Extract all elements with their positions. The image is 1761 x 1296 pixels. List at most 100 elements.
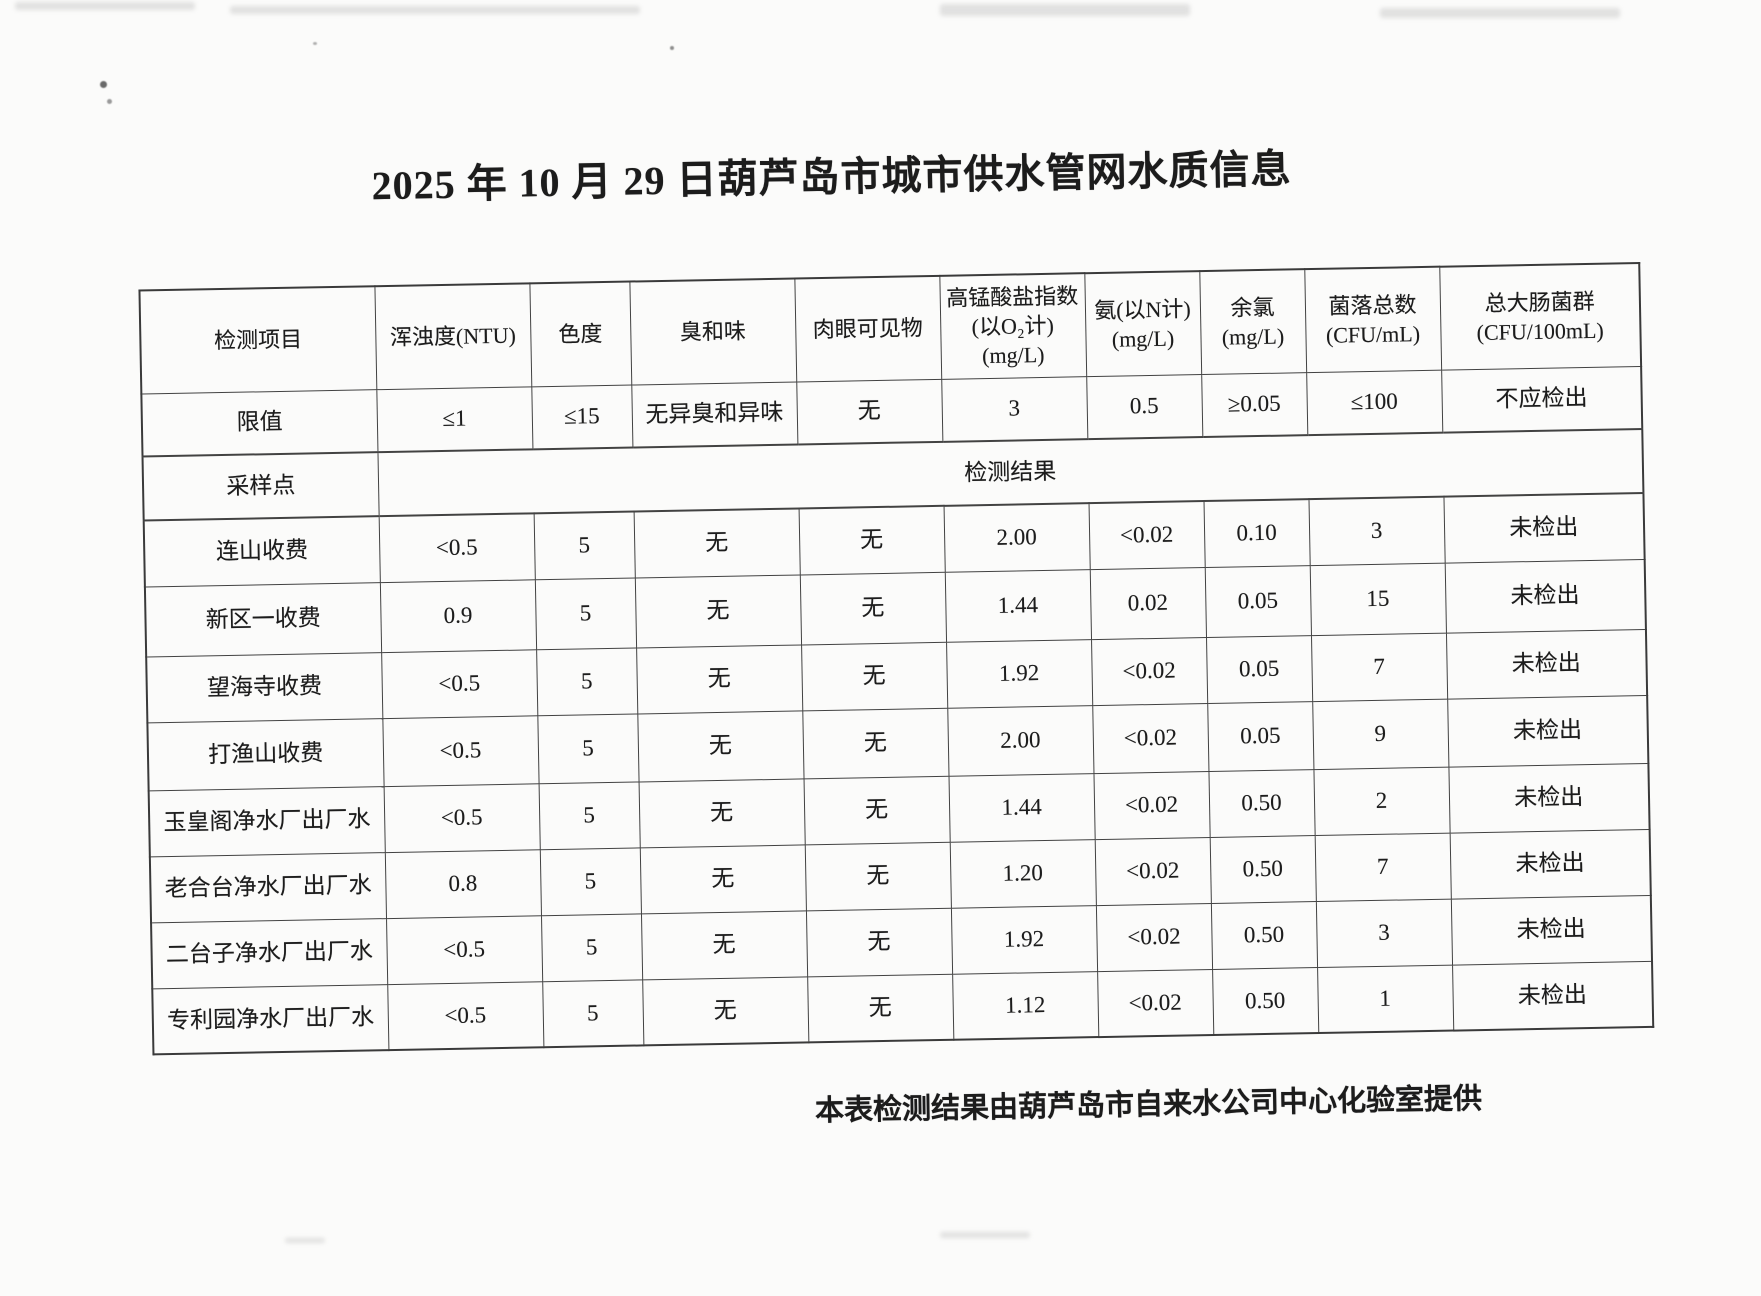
cell: 1.20 — [949, 839, 1096, 908]
scan-speck — [313, 42, 317, 45]
cell: 无 — [798, 505, 945, 575]
cell: <0.02 — [1091, 637, 1208, 706]
cell: 1.12 — [952, 971, 1099, 1040]
cell: 7 — [1314, 832, 1451, 902]
page-title: 2025 年 10 月 29 日葫芦岛市城市供水管网水质信息 — [371, 146, 1292, 209]
cell: <0.02 — [1092, 703, 1209, 774]
cell: 15 — [1309, 562, 1446, 636]
cell: <0.02 — [1095, 902, 1213, 972]
header-cell-item: 检测项目 — [139, 286, 377, 394]
cell: 无 — [802, 707, 949, 779]
cell: 0.05 — [1206, 635, 1313, 704]
cell: 5 — [534, 577, 637, 650]
header-cell-ammonia: 氨(以N计) (mg/L) — [1084, 271, 1202, 377]
water-quality-table: 检测项目 浑浊度(NTU) 色度 臭和味 肉眼可见物 高锰酸盐指数 (以O₂计)… — [138, 262, 1655, 1056]
cell: 5 — [533, 511, 635, 580]
cell: 0.05 — [1204, 565, 1311, 638]
cell: ≤1 — [376, 386, 533, 453]
header-cell-odor: 臭和味 — [629, 278, 797, 385]
cell: 0.8 — [384, 849, 541, 919]
cell: 0.5 — [1086, 374, 1203, 440]
cell: 无 — [636, 644, 803, 714]
cell: 1.44 — [944, 569, 1092, 642]
cell: ≥0.05 — [1201, 372, 1308, 438]
cell: 0.9 — [379, 579, 537, 653]
cell: 无 — [638, 778, 805, 848]
cell: 无 — [805, 907, 953, 977]
scan-smudge — [940, 1232, 1030, 1238]
scan-speck — [100, 81, 107, 88]
cell: 未检出 — [1448, 762, 1650, 833]
cell: 1.44 — [948, 773, 1095, 842]
cell: <0.02 — [1093, 771, 1210, 840]
scan-smudge — [15, 2, 195, 10]
cell: 无 — [633, 508, 800, 578]
scan-speck — [670, 46, 674, 50]
cell: <0.5 — [387, 981, 544, 1051]
cell: 未检出 — [1450, 894, 1653, 965]
cell: 无 — [803, 775, 950, 845]
cell: 无 — [639, 844, 806, 914]
scan-smudge — [1380, 8, 1620, 18]
footer-note: 本表检测结果由葫芦岛市自来水公司中心化验室提供 — [814, 1083, 1483, 1128]
cell: 0.50 — [1208, 769, 1315, 838]
cell: 5 — [539, 847, 641, 916]
header-cell-turbidity: 浑浊度(NTU) — [374, 283, 532, 390]
cell: <0.02 — [1097, 968, 1214, 1038]
cell: ≤100 — [1306, 369, 1443, 436]
cell: <0.5 — [381, 649, 538, 719]
site-cell: 新区一收费 — [144, 582, 382, 657]
cell: 5 — [538, 781, 640, 850]
header-cell-coliform: 总大肠菌群 (CFU/100mL) — [1439, 263, 1642, 370]
header-cell-chlorine: 余氯 (mg/L) — [1199, 269, 1307, 375]
cell: 7 — [1310, 632, 1448, 702]
cell: 无 — [799, 571, 947, 645]
cell: 2.00 — [947, 705, 1094, 776]
site-cell: 老合台净水厂出厂水 — [149, 852, 387, 923]
site-cell: 望海寺收费 — [146, 652, 383, 723]
cell: 无异臭和异味 — [631, 381, 798, 448]
cell: 9 — [1312, 698, 1449, 770]
cell: 1.92 — [950, 905, 1098, 974]
cell: 未检出 — [1449, 828, 1651, 899]
header-cell-visible: 肉眼可见物 — [794, 275, 942, 382]
cell: 无 — [634, 574, 802, 648]
cell: 5 — [542, 979, 644, 1048]
scan-smudge — [230, 6, 640, 14]
cell: 未检出 — [1443, 492, 1645, 563]
cell: 5 — [536, 647, 638, 716]
cell: 无 — [640, 910, 808, 980]
cell: <0.5 — [386, 915, 543, 985]
cell: 无 — [801, 641, 948, 711]
cell: 3 — [1315, 898, 1453, 968]
cell: 无 — [804, 841, 951, 911]
cell: 0.10 — [1203, 499, 1310, 568]
limit-label: 限值 — [141, 389, 378, 457]
cell: 未检出 — [1445, 628, 1648, 699]
cell: 1.92 — [946, 639, 1093, 708]
site-cell: 打渔山收费 — [147, 718, 384, 791]
sample-point-label: 采样点 — [142, 452, 379, 521]
cell: 0.02 — [1089, 567, 1207, 640]
cell: <0.02 — [1094, 837, 1211, 906]
cell: 1 — [1317, 964, 1454, 1034]
site-cell: 玉皇阁净水厂出厂水 — [148, 786, 385, 857]
header-cell-permanganate: 高锰酸盐指数 (以O₂计) (mg/L) — [939, 273, 1087, 379]
cell: 不应检出 — [1441, 366, 1643, 433]
cell: 0.05 — [1207, 701, 1314, 772]
cell: 2.00 — [943, 503, 1090, 572]
site-cell: 专利园净水厂出厂水 — [152, 984, 389, 1055]
header-cell-color: 色度 — [529, 281, 632, 387]
cell: 5 — [540, 913, 643, 982]
cell: 无 — [642, 976, 809, 1046]
scan-speck — [107, 99, 112, 104]
scan-smudge — [940, 4, 1190, 16]
cell: 2 — [1313, 766, 1450, 836]
cell: 无 — [637, 710, 804, 782]
cell: 0.50 — [1212, 967, 1319, 1035]
cell: 无 — [796, 378, 943, 445]
cell: <0.5 — [382, 715, 539, 787]
cell: 3 — [941, 376, 1088, 442]
site-cell: 连山收费 — [143, 516, 380, 587]
